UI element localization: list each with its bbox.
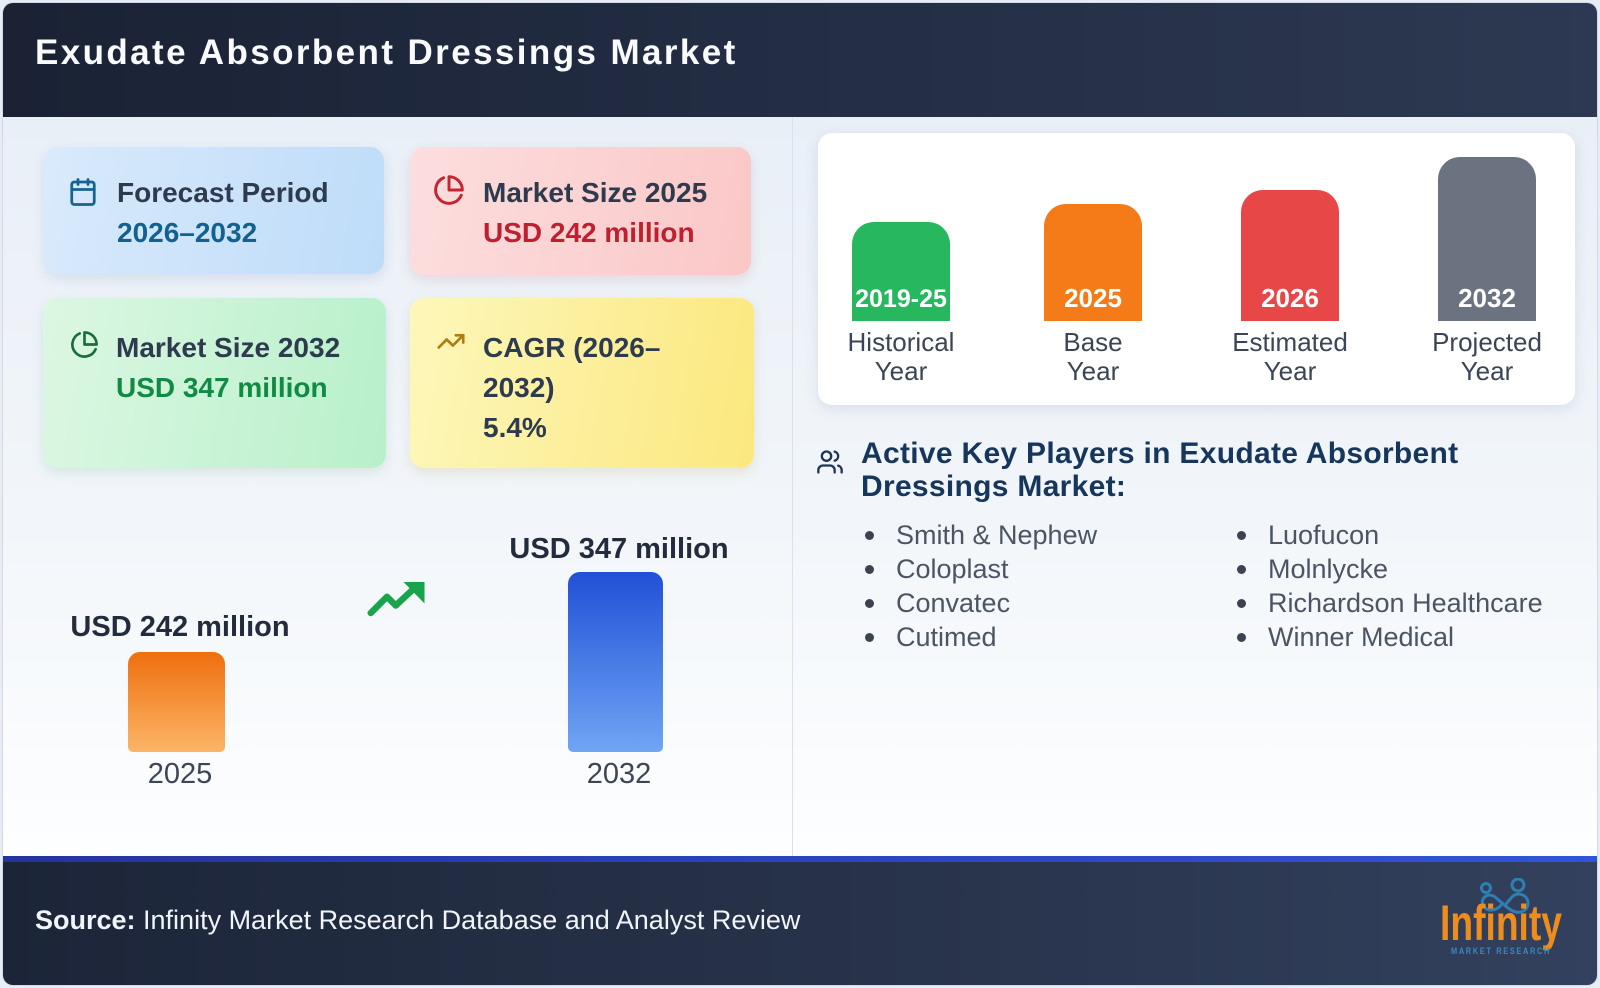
- svg-text:Infinity: Infinity: [1440, 895, 1562, 951]
- svg-text:MARKET RESEARCH: MARKET RESEARCH: [1451, 946, 1551, 956]
